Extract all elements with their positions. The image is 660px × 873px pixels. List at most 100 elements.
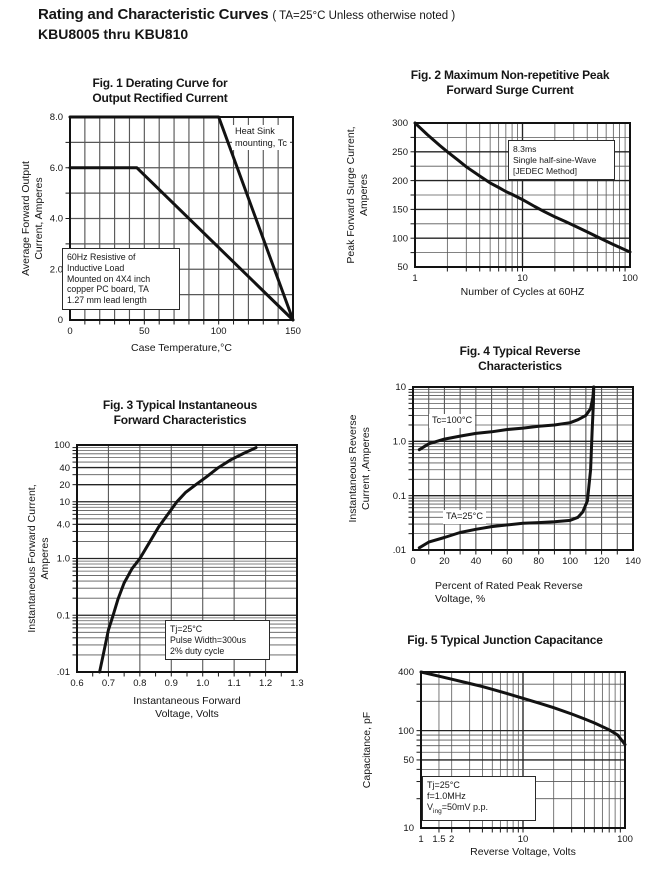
- x-tick-label: 40: [471, 556, 482, 567]
- series-junction-capacitance: [419, 670, 627, 746]
- figure-title-line: Fig. 3 Typical Instantaneous: [102, 398, 258, 412]
- annotation-line: Single half-sine-Wave: [513, 154, 597, 165]
- annotation-condition-note: Tj=25°C f=1.0MHz Ving=50mV p.p.: [422, 776, 536, 822]
- plot-area: 1 1.5 2 10 100 10 50 100 400: [398, 667, 633, 845]
- y-axis-label-line: Amperes: [358, 174, 370, 217]
- figure-title-line: Forward Surge Current: [446, 83, 574, 97]
- page-title-note: ( TA=25°C Unless otherwise noted ): [272, 10, 456, 22]
- y-tick-label: 0: [58, 315, 63, 326]
- figure-5-title: Fig. 5 Typical Junction Capacitance: [407, 633, 603, 647]
- y-axis-label: Average Forward Output Current, Amperes: [20, 117, 46, 320]
- figure-title-line: Fig. 2 Maximum Non-repetitive Peak: [410, 68, 610, 82]
- annotation-line: [JEDEC Method]: [513, 165, 577, 176]
- y-tick-label: 50: [403, 755, 414, 766]
- x-tick-label: 150: [285, 326, 301, 337]
- y-tick-label: 150: [392, 205, 408, 216]
- x-axis-label: Number of Cycles at 60HZ: [460, 286, 585, 298]
- v-subscript: ing: [433, 807, 442, 815]
- y-tick-label: 100: [392, 233, 408, 244]
- y-axis-label-line: Current, Amperes: [33, 177, 45, 260]
- y-tick-label: 200: [392, 176, 408, 187]
- y-tick-label: 20: [59, 480, 70, 491]
- x-tick-label: 1.1: [228, 678, 241, 689]
- y-tick-label: 400: [398, 667, 414, 678]
- plot-area: 0.6 0.7 0.8 0.9 1.0 1.1 1.2 1.3 .01 0.1 1.0 4.0 10 20…: [54, 440, 303, 689]
- x-tick-label: 1: [418, 834, 423, 845]
- y-tick-label: 40: [59, 463, 70, 474]
- figure-4: Fig. 4 Typical Reverse Characteristics I…: [325, 330, 660, 625]
- y-tick-label: .01: [393, 545, 406, 556]
- y-tick-label: 0.1: [393, 491, 406, 502]
- y-tick-label: 10: [395, 382, 406, 393]
- x-tick-label: 0.6: [70, 678, 83, 689]
- figure-title-line: Characteristics: [478, 359, 562, 373]
- y-tick-label: 100: [54, 440, 70, 451]
- annotation-line: 8.3ms: [513, 144, 537, 154]
- x-tick-label: 0.7: [102, 678, 115, 689]
- plot-frame: [414, 122, 631, 268]
- plot-frame: [420, 671, 626, 829]
- annotation-line: Mounted on 4X4 inch: [67, 273, 151, 284]
- annotation-line: Tj=25°C: [170, 624, 203, 634]
- x-axis-label: Percent of Rated Peak Reverse Voltage, %: [435, 580, 660, 606]
- x-tick-label: 10: [518, 834, 529, 845]
- y-tick-label: 0.1: [57, 610, 70, 621]
- figure-1-title: Fig. 1 Derating Curve for Output Rectifi…: [40, 76, 280, 106]
- y-tick-label: .01: [57, 667, 70, 678]
- y-tick-label: 8.0: [50, 112, 63, 123]
- page-title: Rating and Characteristic Curves: [38, 6, 269, 23]
- annotation-line: Pulse Width=300us: [170, 634, 247, 645]
- y-axis-label: Instantaneous Forward Current, Amperes: [26, 445, 52, 672]
- x-tick-label: 10: [517, 273, 528, 284]
- x-tick-label: 80: [533, 556, 544, 567]
- annotation-method-note: 8.3ms Single half-sine-Wave [JEDEC Metho…: [508, 140, 615, 181]
- y-tick-label: 50: [397, 262, 408, 273]
- x-tick-label: 1.2: [259, 678, 272, 689]
- annotation-line: f=1.0MHz: [427, 790, 466, 801]
- y-axis-label: Peak Forward Surge Current, Amperes: [345, 123, 371, 267]
- y-axis-label-line: Average Forward Output: [20, 161, 32, 276]
- series-ta-25c: [417, 385, 596, 550]
- x-axis-label: Instantaneous Forward Voltage, Volts: [77, 695, 297, 721]
- y-tick-label: 1.0: [393, 437, 406, 448]
- annotation-ta-label: TA=25°C: [443, 510, 486, 524]
- x-tick-label: 2: [449, 834, 454, 845]
- y-axis-label: Instantaneous Reverse Current ,Amperes: [347, 387, 373, 550]
- annotation-condition-note: Tj=25°C Pulse Width=300us 2% duty cycle: [165, 620, 270, 661]
- plot-area: 0 20 40 60 80 100 120 140 .01 0.1 1.0 10: [393, 382, 641, 567]
- y-tick-label: 10: [403, 823, 414, 834]
- series-surge-current: [413, 121, 632, 254]
- x-tick-label: 100: [211, 326, 227, 337]
- annotation-load-note: 60Hz Resistive of Inductive Load Mounted…: [62, 248, 180, 310]
- x-axis-label-line: Percent of Rated Peak Reverse: [435, 580, 583, 592]
- page-header: Rating and Characteristic Curves( TA=25°…: [38, 6, 455, 42]
- y-tick-label: 2.0: [50, 264, 63, 275]
- figure-2-title: Fig. 2 Maximum Non-repetitive Peak Forwa…: [370, 68, 650, 98]
- figure-5: Fig. 5 Typical Junction Capacitance Capa…: [325, 618, 660, 873]
- y-tick-label: 6.0: [50, 163, 63, 174]
- x-tick-label: 1.5: [432, 834, 445, 845]
- y-tick-label: 100: [398, 726, 414, 737]
- annotation-line: 60Hz Resistive of: [67, 252, 136, 262]
- x-axis-label-line: Instantaneous Forward: [133, 695, 241, 707]
- x-tick-label: 20: [439, 556, 450, 567]
- x-tick-label: 0.9: [165, 678, 178, 689]
- figure-1: Fig. 1 Derating Curve for Output Rectifi…: [10, 70, 325, 375]
- figure-3: Fig. 3 Typical Instantaneous Forward Cha…: [10, 390, 330, 735]
- annotation-tc-label: Tc=100°C: [429, 414, 476, 428]
- series-tc-100c: [417, 385, 596, 452]
- x-axis-label: Case Temperature,°C: [131, 342, 232, 354]
- series-heat-sink-mounting: [68, 115, 295, 322]
- x-tick-label: 60: [502, 556, 513, 567]
- annotation-line: Inductive Load: [67, 262, 125, 273]
- x-tick-label: 1.3: [290, 678, 303, 689]
- annotation-line: copper PC board, TA: [67, 284, 149, 295]
- x-tick-label: 140: [625, 556, 641, 567]
- y-axis-label-line: Amperes: [39, 537, 51, 580]
- x-tick-label: 50: [139, 326, 150, 337]
- x-tick-label: 100: [617, 834, 633, 845]
- figure-title-line: Forward Characteristics: [113, 413, 247, 427]
- plot-frame: [76, 444, 298, 673]
- figure-3-title: Fig. 3 Typical Instantaneous Forward Cha…: [60, 398, 300, 428]
